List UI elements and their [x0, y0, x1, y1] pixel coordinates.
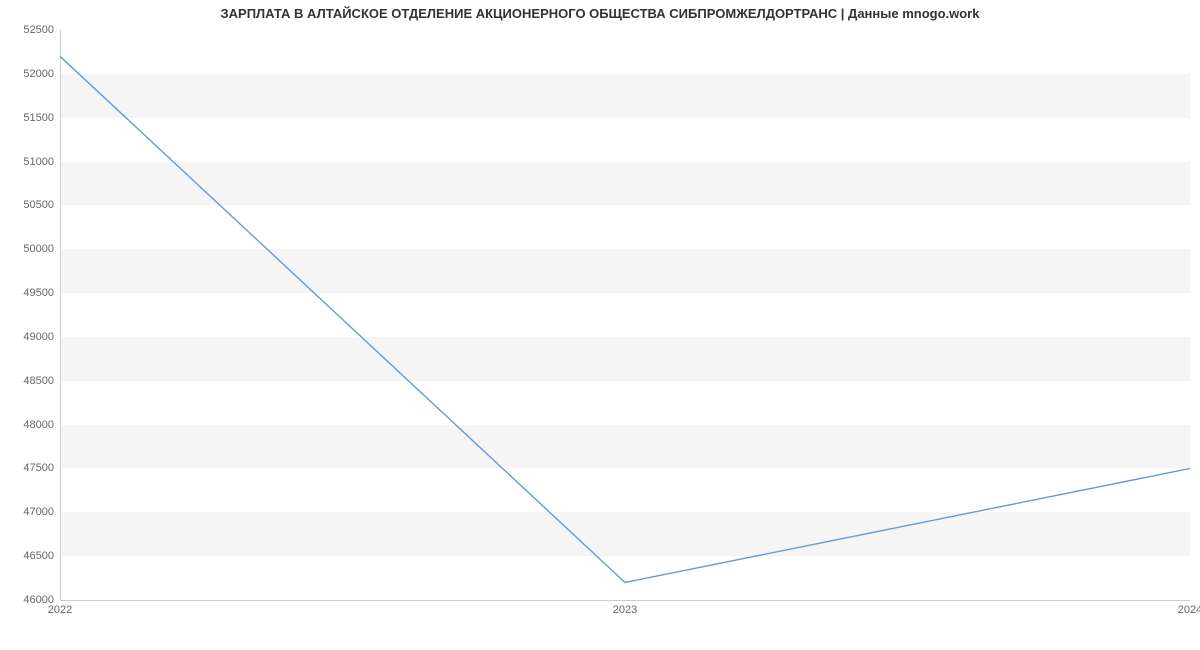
- y-tick-label: 49000: [23, 331, 60, 343]
- y-tick-label: 52000: [23, 68, 60, 80]
- chart-container: ЗАРПЛАТА В АЛТАЙСКОЕ ОТДЕЛЕНИЕ АКЦИОНЕРН…: [0, 0, 1200, 650]
- y-tick-label: 51500: [23, 112, 60, 124]
- series-line: [60, 56, 1190, 582]
- y-tick-label: 50500: [23, 199, 60, 211]
- plot-area: 4600046500470004750048000485004900049500…: [60, 30, 1190, 600]
- x-tick-label: 2023: [613, 600, 637, 616]
- y-tick-label: 46500: [23, 550, 60, 562]
- chart-title: ЗАРПЛАТА В АЛТАЙСКОЕ ОТДЕЛЕНИЕ АКЦИОНЕРН…: [0, 6, 1200, 21]
- y-tick-label: 48000: [23, 419, 60, 431]
- y-tick-label: 51000: [23, 156, 60, 168]
- x-tick-label: 2024: [1178, 600, 1200, 616]
- y-tick-label: 48500: [23, 375, 60, 387]
- y-tick-label: 50000: [23, 243, 60, 255]
- y-tick-label: 47500: [23, 462, 60, 474]
- x-tick-label: 2022: [48, 600, 72, 616]
- y-tick-label: 49500: [23, 287, 60, 299]
- y-tick-label: 47000: [23, 506, 60, 518]
- line-layer: [60, 30, 1190, 600]
- y-tick-label: 52500: [23, 24, 60, 36]
